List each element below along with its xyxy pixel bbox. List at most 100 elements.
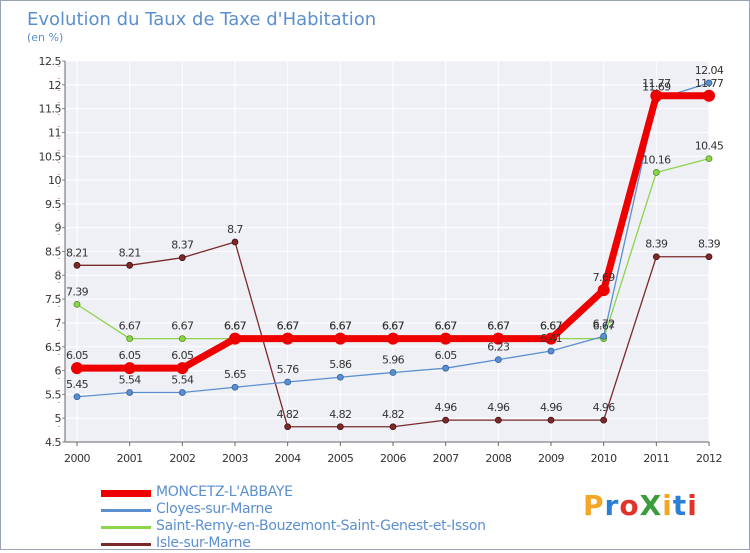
x-tick-label: 2011 [643,452,669,465]
series-3 [73,238,713,431]
data-point [389,423,397,431]
data-point [336,373,344,381]
data-point [73,393,81,401]
legend-label: Isle-sur-Marne [156,535,251,551]
data-label: 6.67 [224,320,247,333]
data-label: 4.82 [382,408,404,421]
x-tick-label: 2000 [64,452,90,465]
data-point [494,356,502,364]
data-point [229,332,241,345]
legend-swatch [101,490,151,497]
series-0 [71,89,715,375]
logo-letter: i [687,489,698,522]
y-tick-label: 9.5 [45,198,61,211]
legend-item: Isle-sur-Marne [101,535,561,553]
legend-label: Cloyes-sur-Marne [156,501,273,517]
data-label: 4.82 [329,408,351,421]
y-tick-label: 8 [55,269,62,282]
data-label: 6.67 [224,320,247,333]
data-point [652,169,660,176]
series-layer: 8.21 8.21 8.37 8.7 4.82 4.82 4.82 4.96 4.96 4.96 4… [66,64,724,431]
data-label: 11.69 [642,81,671,94]
data-point [494,416,502,424]
y-tick-label: 12.5 [39,55,62,68]
data-point [126,389,134,396]
data-label: 6.05 [435,349,458,362]
data-label: 6.05 [66,349,89,362]
data-label: 4.96 [593,401,616,414]
y-tick-label: 5.5 [45,388,61,401]
logo-letter: t [672,489,688,522]
data-point [178,254,186,262]
y-tick-label: 5 [55,412,62,425]
data-point [439,332,452,345]
data-point [126,261,134,269]
grid-lines [65,60,710,443]
data-label: 4.96 [487,401,510,414]
data-label: 5.96 [382,353,405,366]
data-label: 8.7 [227,223,243,236]
y-tick-label: 9 [55,222,62,235]
data-point [336,423,344,431]
y-tick-label: 11 [48,126,61,139]
data-label: 6.23 [487,341,510,354]
data-label: 5.45 [66,378,89,391]
legend-item: Saint-Remy-en-Bouzemont-Saint-Genest-et-… [101,518,561,536]
data-label: 6.67 [382,320,405,333]
data-label: 6.72 [593,317,615,330]
data-label: 5.54 [171,373,194,386]
data-point [547,416,555,424]
x-tick-label: 2004 [275,452,301,465]
x-tick-label: 2003 [222,452,248,465]
legend-item: Cloyes-sur-Marne [101,501,561,519]
data-label: 6.67 [119,320,142,333]
chart-subtitle: (en %) [27,31,63,44]
data-point [492,332,505,345]
data-point [597,284,610,297]
x-tick-label: 2009 [538,452,564,465]
data-point [231,383,239,391]
data-point [334,332,347,345]
y-tick-label: 8.5 [45,246,61,259]
data-label: 6.05 [119,349,142,362]
data-point [123,362,136,375]
data-label: 6.67 [382,320,405,333]
data-point [705,79,713,87]
data-label: 8.21 [119,246,141,259]
data-label: 6.67 [435,320,458,333]
data-label: 4.96 [435,401,458,414]
logo-letter: o [619,489,640,522]
data-point [547,347,555,355]
data-point [545,332,557,345]
data-point [600,332,608,340]
y-tick-label: 7 [55,317,62,330]
legend-item: MONCETZ-L'ABBAYE [101,484,561,502]
data-point [705,155,713,163]
data-label: 6.67 [487,320,510,333]
data-label: 6.67 [277,320,300,333]
data-point [178,389,186,396]
chart-title: Evolution du Taux de Taxe d'Habitation [27,9,376,30]
x-tick-label: 2005 [327,452,353,465]
data-point [71,362,83,375]
data-label: 6.67 [329,320,352,333]
x-tick-label: 2008 [485,452,511,465]
legend-label: Saint-Remy-en-Bouzemont-Saint-Genest-et-… [156,518,486,534]
data-label: 7.69 [593,271,616,284]
data-label: 8.21 [66,246,88,259]
data-label: 8.37 [171,239,194,252]
y-tick-label: 10.5 [39,150,62,163]
data-label: 4.96 [540,401,563,414]
data-label: 5.76 [277,363,300,376]
data-label: 11.77 [642,77,671,90]
x-tick-label: 2010 [591,452,617,465]
data-point [652,253,660,261]
logo-letter: P [583,489,605,522]
data-label: 5.54 [119,373,142,386]
legend-label: MONCETZ-L'ABBAYE [156,484,293,500]
data-point [442,364,450,372]
data-point [73,300,81,308]
data-label: 6.67 [593,320,616,333]
y-tick-label: 11.5 [39,103,62,116]
